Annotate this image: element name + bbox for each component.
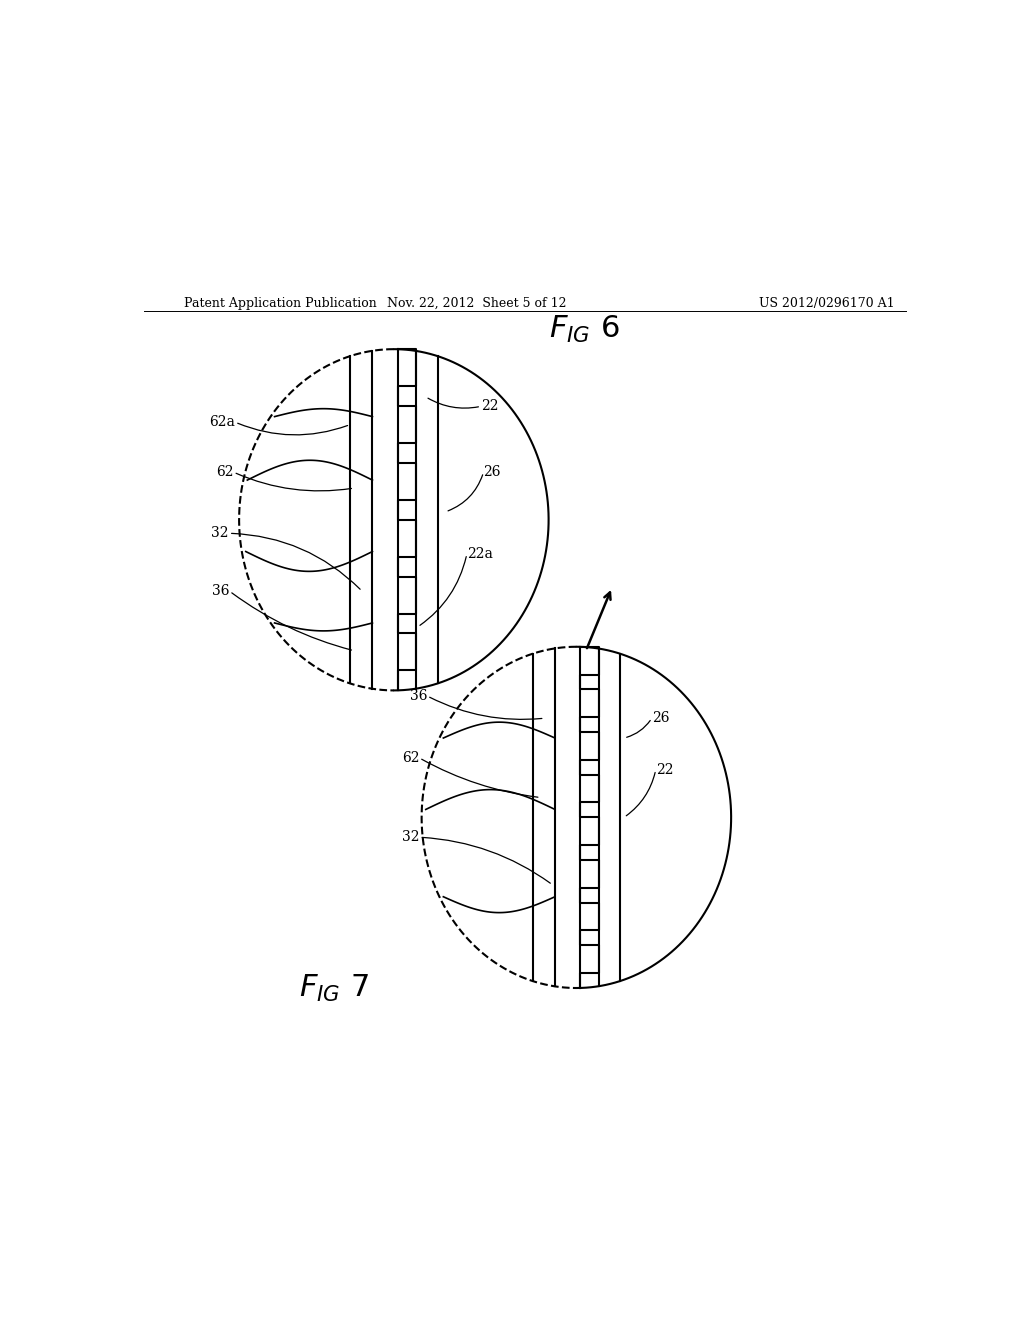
Text: 22: 22 <box>481 399 499 413</box>
Text: 32: 32 <box>211 527 228 540</box>
Text: 26: 26 <box>483 465 501 479</box>
Text: 36: 36 <box>212 585 229 598</box>
Text: Nov. 22, 2012  Sheet 5 of 12: Nov. 22, 2012 Sheet 5 of 12 <box>387 297 567 310</box>
Text: 62: 62 <box>401 751 419 764</box>
Text: $\mathit{F_{IG}\ 7}$: $\mathit{F_{IG}\ 7}$ <box>299 973 370 1003</box>
Text: 36: 36 <box>410 689 427 704</box>
Text: 62: 62 <box>216 465 233 479</box>
Text: 62a: 62a <box>209 416 236 429</box>
Text: 32: 32 <box>401 830 419 845</box>
Text: 22: 22 <box>655 763 673 776</box>
Text: $\mathit{F_{IG}\ 6}$: $\mathit{F_{IG}\ 6}$ <box>549 314 620 345</box>
Text: Patent Application Publication: Patent Application Publication <box>183 297 376 310</box>
Text: 26: 26 <box>652 711 670 725</box>
Text: US 2012/0296170 A1: US 2012/0296170 A1 <box>759 297 894 310</box>
Text: 22a: 22a <box>467 546 493 561</box>
